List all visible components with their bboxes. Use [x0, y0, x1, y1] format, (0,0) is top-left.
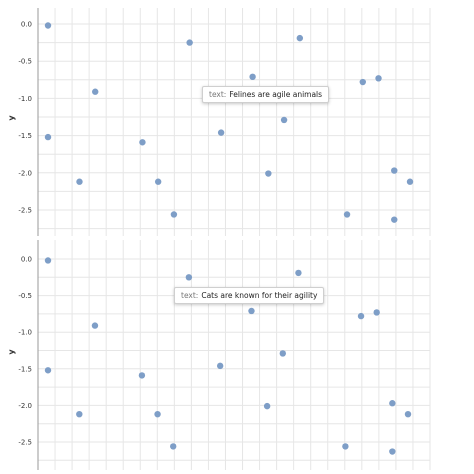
- scatter-points: [44, 257, 412, 455]
- y-axis-title: y: [7, 349, 16, 355]
- scatter-plot-top: 0.0 -0.5 -1.0 -1.5 -2.0 -2.5 y: [7, 8, 431, 236]
- scatter-point[interactable]: [265, 170, 272, 177]
- scatter-point[interactable]: [373, 309, 380, 316]
- scatter-point[interactable]: [342, 443, 349, 450]
- gridlines: [37, 8, 431, 236]
- scatter-point[interactable]: [391, 167, 398, 174]
- scatter-point[interactable]: [91, 322, 99, 329]
- scatter-point[interactable]: [92, 88, 99, 95]
- scatter-point[interactable]: [170, 443, 177, 450]
- scatter-point[interactable]: [248, 307, 255, 315]
- scatter-point[interactable]: [296, 34, 304, 42]
- y-tick-label: -1.5: [18, 132, 32, 140]
- scatter-point[interactable]: [279, 350, 286, 357]
- y-tick-label: -1.0: [18, 329, 32, 337]
- scatter-point[interactable]: [154, 410, 161, 418]
- scatter-point[interactable]: [186, 39, 193, 46]
- scatter-point[interactable]: [391, 216, 398, 223]
- scatter-point[interactable]: [404, 410, 412, 418]
- scatter-point[interactable]: [44, 22, 52, 29]
- y-tick-label: -2.0: [18, 402, 32, 410]
- scatter-point[interactable]: [389, 448, 396, 455]
- scatter-point[interactable]: [280, 116, 288, 124]
- scatter-point[interactable]: [389, 400, 396, 407]
- y-tick-label: -2.5: [18, 439, 32, 447]
- scatter-point[interactable]: [295, 269, 302, 277]
- scatter-chart-bottom: 0.0 -0.5 -1.0 -1.5 -2.0 -2.5 y text: Cats are k…: [0, 238, 474, 474]
- scatter-point[interactable]: [138, 372, 146, 379]
- scatter-point[interactable]: [44, 367, 52, 374]
- scatter-point[interactable]: [249, 73, 256, 81]
- tooltip-value-bottom: Cats are known for their agility: [201, 291, 318, 300]
- scatter-point[interactable]: [44, 133, 52, 141]
- y-tick-label: -2.5: [18, 207, 32, 215]
- scatter-point[interactable]: [217, 129, 225, 136]
- y-tick-label: -0.5: [18, 58, 32, 66]
- tooltip-key-top: text:: [209, 90, 227, 99]
- scatter-point[interactable]: [76, 410, 83, 418]
- y-tick-label: 0.0: [21, 21, 32, 29]
- scatter-point[interactable]: [170, 211, 178, 218]
- scatter-plot-bottom: 0.0 -0.5 -1.0 -1.5 -2.0 -2.5 y: [7, 240, 431, 470]
- y-tick-label: -0.5: [18, 292, 32, 300]
- tooltip-key-bottom: text:: [181, 291, 199, 300]
- tooltip-bottom: text: Cats are known for their agility: [174, 287, 325, 304]
- scatter-point[interactable]: [359, 78, 366, 86]
- scatter-point[interactable]: [185, 274, 193, 281]
- scatter-point[interactable]: [263, 402, 271, 410]
- scatter-point[interactable]: [139, 139, 146, 146]
- scatter-point[interactable]: [375, 75, 382, 82]
- gridlines: [37, 240, 431, 470]
- y-axis-title: y: [7, 115, 16, 121]
- scatter-point[interactable]: [154, 178, 162, 185]
- y-tick-label: -1.0: [18, 95, 32, 103]
- scatter-point[interactable]: [357, 312, 365, 320]
- y-tick-label: -2.0: [18, 169, 32, 177]
- tooltip-top: text: Felines are agile animals: [202, 86, 330, 103]
- scatter-point[interactable]: [343, 211, 351, 218]
- scatter-point[interactable]: [406, 178, 414, 185]
- scatter-points: [44, 22, 414, 223]
- scatter-point[interactable]: [216, 362, 224, 370]
- scatter-chart-top: 0.0 -0.5 -1.0 -1.5 -2.0 -2.5 y text: Felines ar…: [7, 8, 431, 236]
- tooltip-value-top: Felines are agile animals: [229, 90, 323, 99]
- scatter-point[interactable]: [76, 178, 83, 185]
- y-tick-label: 0.0: [21, 256, 32, 264]
- y-tick-label: -1.5: [18, 365, 32, 373]
- scatter-point[interactable]: [44, 257, 52, 264]
